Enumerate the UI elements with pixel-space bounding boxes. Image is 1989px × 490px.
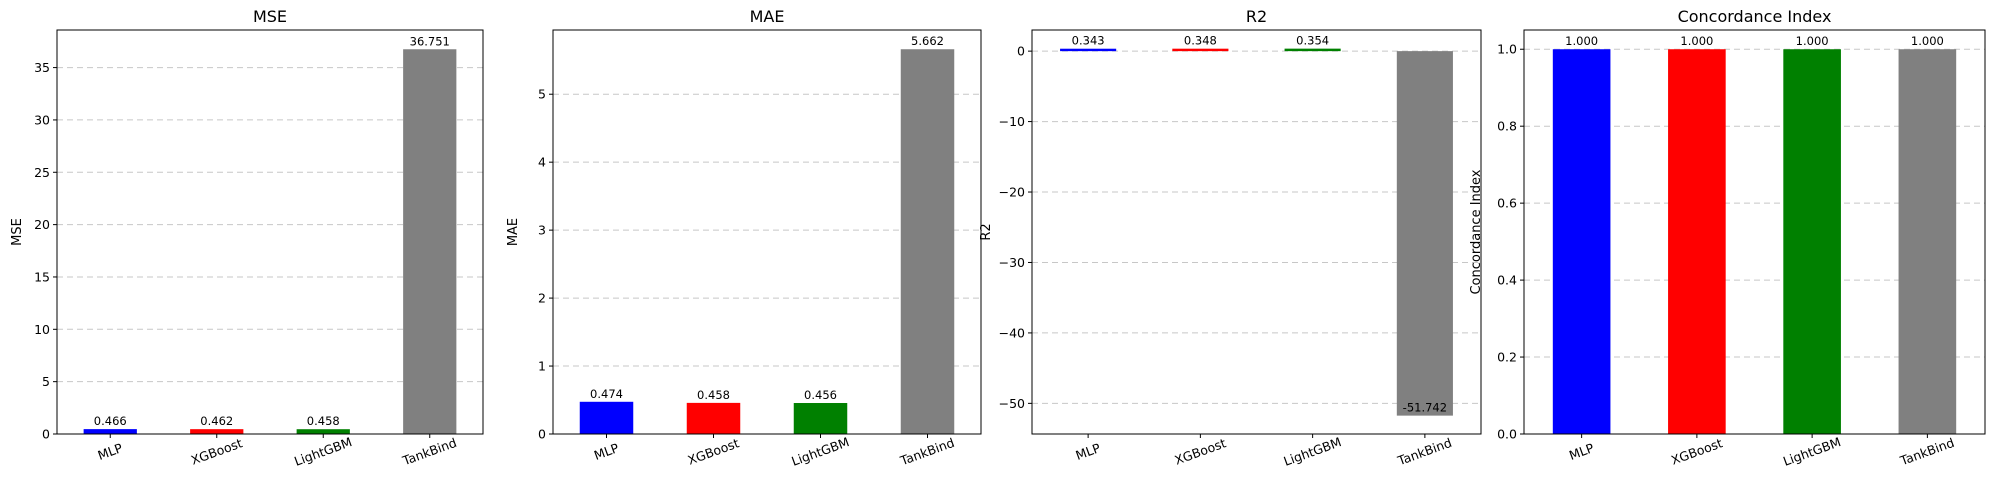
x-tick-label: LightGBM [789,434,851,469]
y-tick-label: −30 [999,255,1025,270]
x-tick-label: TankBind [897,435,956,469]
y-tick-label: 1.0 [1497,42,1517,57]
x-tick-label: XGBoost [1669,435,1725,467]
y-tick-label: 0.2 [1497,350,1517,365]
bar-mlp [83,429,137,434]
bar-xgboost [1668,49,1726,434]
bar-lightgbm [1783,49,1841,434]
x-tick-label: LightGBM [1781,434,1843,469]
y-axis-label: Concordance Index [1469,169,1484,294]
y-tick-label: 4 [538,155,546,170]
y-tick-label: 0 [1017,44,1025,59]
y-axis-label: MSE [10,218,25,246]
axes-frame [1031,29,1482,435]
bar-mlp [1060,48,1117,52]
data-label: 0.462 [200,414,233,428]
data-label: 0.458 [697,388,730,402]
data-label: 5.662 [911,34,944,48]
y-tick-label: 15 [34,269,50,284]
y-tick-label: 25 [34,165,50,180]
x-tick-label: MLP [1567,440,1596,463]
chart-title: MAE [750,7,785,26]
bar-xgboost [1172,48,1229,52]
y-tick-label: −10 [999,114,1025,129]
axes-frame [1523,29,1986,435]
y-tick-label: 5 [42,374,50,389]
data-label: -51.742 [1403,401,1447,415]
x-tick-label: MLP [592,440,621,463]
data-label: 1.000 [1911,34,1944,48]
y-tick-label: −50 [999,396,1025,411]
bar-tankbind [1898,49,1957,434]
y-tick-label: 2 [538,291,546,306]
chart-title: MSE [253,7,287,26]
y-tick-label: 0 [538,427,546,442]
chart-title: Concordance Index [1678,7,1832,26]
bar-lightgbm [1284,48,1341,52]
data-label: 0.343 [1072,34,1105,48]
x-tick-label: MLP [1074,440,1103,463]
chart-panel-concordance-index: 1.000 MLP 1.000 XGBoost 1.000 LightGBM 1.000 Ta… [1469,7,1986,469]
data-label: 0.466 [94,414,127,428]
y-tick-label: 1 [538,359,546,374]
y-tick-label: 3 [538,223,546,238]
x-tick-label: LightGBM [1282,434,1344,469]
x-tick-label: XGBoost [686,435,742,467]
y-tick-label: 30 [34,112,50,127]
bar-mlp [579,401,634,434]
y-tick-label: 0.0 [1497,427,1517,442]
bar-lightgbm [793,403,848,434]
data-label: 0.354 [1296,34,1329,48]
axes-frame [56,29,484,435]
y-tick-label: 35 [34,60,50,75]
bar-tankbind [1396,51,1453,416]
y-tick-label: 0 [42,427,50,442]
bar-lightgbm [296,429,350,434]
data-label: 0.458 [307,414,340,428]
chart-panel-r2: 0.343 MLP 0.348 XGBoost 0.354 LightGBM -51.742… [979,7,1482,469]
data-label: 1.000 [1796,34,1829,48]
chart-panel-mae: 0.474 MLP 0.458 XGBoost 0.456 LightGBM 5.662 Ta… [506,7,982,469]
x-tick-label: TankBind [1897,435,1956,469]
data-label: 0.456 [804,388,837,402]
bar-xgboost [190,429,244,434]
data-label: 1.000 [1565,34,1598,48]
data-label: 36.751 [410,34,450,48]
bar-tankbind [900,49,955,434]
data-label: 0.474 [590,387,623,401]
y-axis-label: MAE [506,218,521,246]
y-tick-label: 0.6 [1497,196,1517,211]
x-tick-label: LightGBM [292,434,354,469]
bar-mlp [1552,49,1611,434]
y-tick-label: 0.8 [1497,119,1517,134]
x-tick-label: XGBoost [189,435,245,467]
y-tick-label: −20 [999,185,1025,200]
chart-title: R2 [1246,7,1267,26]
data-label: 1.000 [1680,34,1713,48]
bar-tankbind [403,49,457,434]
bar-xgboost [686,402,741,434]
axes-frame [552,29,982,435]
x-tick-label: MLP [96,440,125,463]
data-label: 0.348 [1184,34,1217,48]
x-tick-label: TankBind [400,435,459,469]
x-tick-label: TankBind [1395,435,1454,469]
y-tick-label: 5 [538,87,546,102]
y-tick-label: 0.4 [1497,273,1517,288]
y-axis-label: R2 [979,223,994,240]
chart-panel-mse: 0.466 MLP 0.462 XGBoost 0.458 LightGBM 36.751 T… [10,7,484,469]
y-tick-label: −40 [999,325,1025,340]
y-tick-label: 20 [34,217,50,232]
y-tick-label: 10 [34,322,50,337]
x-tick-label: XGBoost [1172,435,1228,467]
